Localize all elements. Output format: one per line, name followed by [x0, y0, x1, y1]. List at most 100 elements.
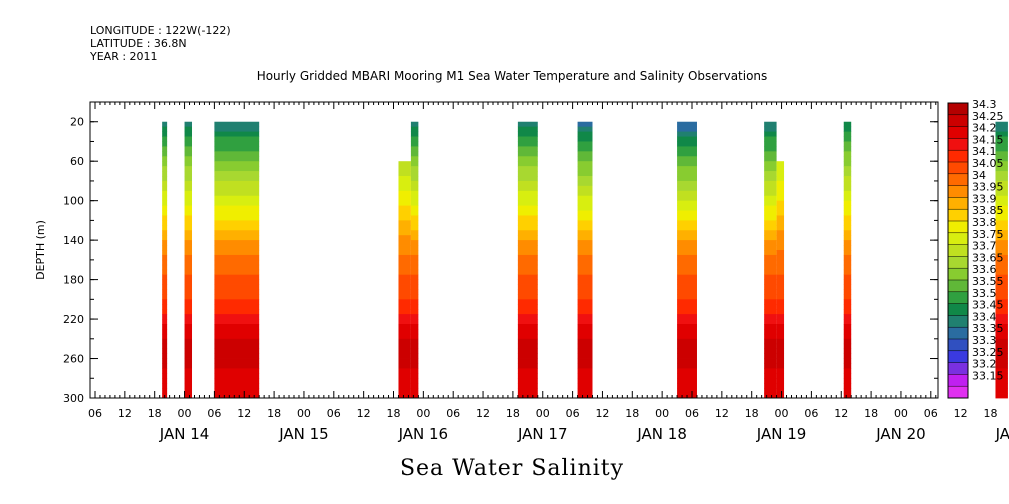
heatmap-cell — [214, 200, 260, 206]
x-date-label: JAN 21 — [995, 425, 1009, 443]
heatmap-cell — [184, 121, 193, 128]
heatmap-cell — [843, 225, 852, 231]
heatmap-cell — [764, 156, 777, 162]
colorbar-swatch — [948, 232, 968, 245]
heatmap-cell — [764, 166, 777, 172]
heatmap-cell — [843, 383, 852, 389]
heatmap-cell — [776, 324, 785, 330]
colorbar-label: 33.8 — [972, 216, 997, 229]
heatmap-cell — [843, 210, 852, 216]
heatmap-cell — [843, 388, 852, 394]
heatmap-cell — [843, 393, 852, 399]
heatmap-cell — [776, 230, 785, 236]
colorbar-swatch — [948, 350, 968, 363]
heatmap-cell — [677, 289, 697, 295]
heatmap-cell — [184, 180, 193, 187]
heatmap-cell — [517, 210, 538, 216]
heatmap-cell — [162, 373, 168, 379]
x-tick-label: 18 — [387, 407, 401, 420]
colorbar-swatch — [948, 221, 968, 234]
x-tick-label: 06 — [446, 407, 460, 420]
colorbar-swatch — [948, 339, 968, 352]
heatmap-cell — [776, 264, 785, 271]
heatmap-cell — [410, 343, 419, 350]
colorbar-swatch — [948, 162, 968, 175]
heatmap-cell — [517, 338, 538, 345]
heatmap-cell — [995, 205, 1008, 211]
heatmap-cell — [776, 185, 785, 192]
y-tick-label: 100 — [63, 195, 84, 208]
heatmap-cell — [995, 314, 1008, 320]
y-axis-label: DEPTH (m) — [34, 220, 47, 280]
heatmap-cell — [764, 269, 777, 276]
heatmap-cell — [995, 131, 1008, 137]
heatmap-cell — [162, 171, 168, 177]
heatmap-cell — [577, 205, 593, 211]
heatmap-cell — [776, 205, 785, 211]
heatmap-cell — [995, 210, 1008, 216]
heatmap-cell — [162, 250, 168, 256]
heatmap-cell — [398, 200, 411, 206]
heatmap-cell — [995, 225, 1008, 231]
heatmap-cell — [995, 274, 1008, 280]
colorbar-label: 33.7 — [972, 240, 997, 253]
heatmap-cell — [398, 215, 411, 221]
colorbar-label: 33.5 — [972, 287, 997, 300]
data-segment-4 — [410, 121, 419, 399]
heatmap-cell — [410, 289, 419, 295]
colorbar-label: 33.35 — [972, 322, 1004, 335]
heatmap-cell — [995, 294, 1008, 300]
heatmap-cell — [677, 294, 697, 300]
heatmap-cell — [776, 210, 785, 216]
heatmap-cell — [677, 131, 697, 137]
heatmap-cell — [995, 393, 1008, 399]
heatmap-cell — [162, 324, 168, 330]
heatmap-cell — [214, 146, 260, 152]
heatmap-cell — [995, 383, 1008, 389]
heatmap-cell — [214, 185, 260, 192]
heatmap-cell — [398, 289, 411, 295]
heatmap-cell — [776, 180, 785, 187]
heatmap-cell — [776, 289, 785, 295]
heatmap-cell — [162, 294, 168, 300]
heatmap-cell — [577, 294, 593, 300]
heatmap-cell — [184, 195, 193, 202]
heatmap-cell — [995, 333, 1008, 340]
heatmap-cell — [517, 240, 538, 246]
heatmap-cell — [677, 185, 697, 192]
heatmap-cell — [677, 348, 697, 354]
heatmap-cell — [214, 230, 260, 236]
heatmap-cell — [410, 353, 419, 359]
heatmap-cell — [410, 200, 419, 206]
heatmap-cell — [577, 314, 593, 320]
heatmap-cell — [577, 121, 593, 128]
heatmap-cell — [776, 190, 785, 197]
heatmap-cell — [776, 319, 785, 325]
heatmap-cell — [677, 319, 697, 325]
heatmap-cell — [184, 368, 193, 374]
heatmap-cell — [995, 378, 1008, 384]
x-date-label: JAN 15 — [278, 425, 329, 443]
heatmap-cell — [995, 254, 1008, 261]
heatmap-cell — [577, 388, 593, 394]
heatmap-cell — [995, 363, 1008, 369]
heatmap-cell — [843, 264, 852, 271]
heatmap-cell — [764, 250, 777, 256]
heatmap-cell — [764, 373, 777, 379]
heatmap-cell — [843, 230, 852, 236]
heatmap-cell — [843, 274, 852, 280]
heatmap-cell — [776, 254, 785, 261]
heatmap-cell — [184, 126, 193, 132]
heatmap-cell — [410, 319, 419, 325]
heatmap-cell — [764, 328, 777, 335]
heatmap-cell — [214, 388, 260, 394]
colorbar-label: 33.45 — [972, 299, 1004, 312]
heatmap-cell — [214, 235, 260, 241]
heatmap-cell — [995, 121, 1008, 128]
colorbar-label: 33.3 — [972, 334, 997, 347]
heatmap-cell — [995, 146, 1008, 152]
heatmap-cell — [184, 250, 193, 256]
y-tick-label: 260 — [63, 353, 84, 366]
heatmap-cell — [764, 126, 777, 132]
heatmap-cell — [184, 363, 193, 369]
